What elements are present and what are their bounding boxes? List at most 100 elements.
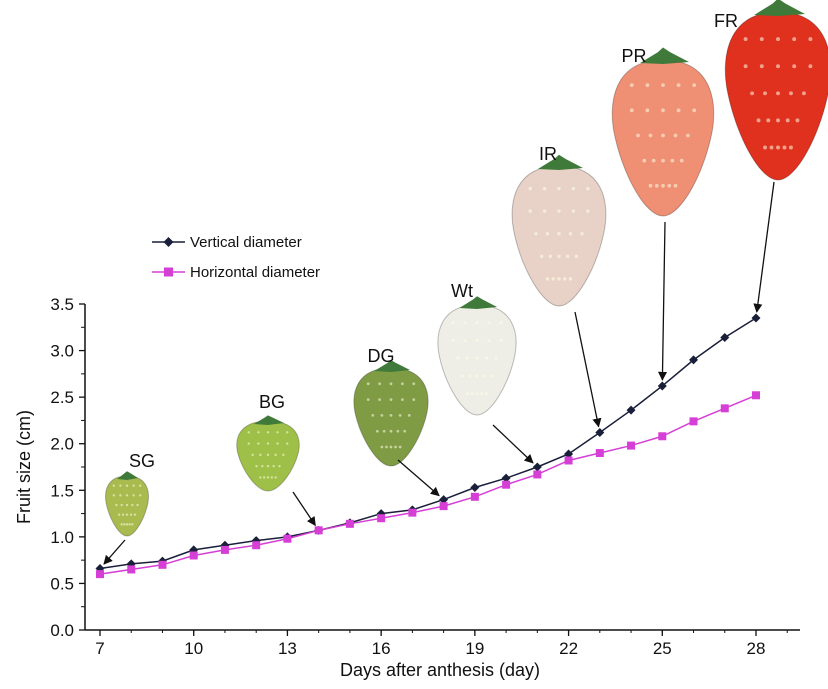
stage-arrow: [657, 221, 668, 381]
x-tick-label: 28: [747, 639, 766, 658]
data-point-horizontal: [127, 565, 136, 574]
seed-dot: [568, 277, 573, 281]
seed-dot: [112, 494, 116, 497]
series-lines: [99, 317, 757, 575]
seed-dot: [661, 108, 665, 113]
y-tick-label: 2.5: [50, 388, 74, 407]
seed-dot: [475, 374, 479, 378]
seed-dot: [528, 209, 532, 213]
seed-dot: [692, 108, 697, 113]
seed-dot: [382, 429, 386, 433]
seed-dot: [115, 503, 118, 507]
seed-dot: [125, 503, 129, 507]
seed-dot: [574, 254, 579, 259]
x-tick-label: 10: [184, 639, 203, 658]
strawberry-seeds: [112, 484, 142, 526]
stage-arrow: [397, 459, 440, 497]
seed-dot: [475, 392, 479, 396]
stage-arrow: [292, 491, 316, 527]
x-tick-label: 25: [653, 639, 672, 658]
data-point-vertical: [720, 333, 730, 343]
data-point-vertical: [532, 462, 542, 472]
seed-dot: [286, 442, 289, 445]
seed-dot: [645, 83, 650, 88]
seed-dot: [125, 513, 129, 516]
seed-dot: [480, 392, 484, 396]
stage-label: PR: [621, 46, 646, 66]
seed-dot: [259, 476, 262, 479]
data-point-vertical: [626, 405, 636, 415]
x-tick-label: 13: [278, 639, 297, 658]
seed-dot: [756, 118, 761, 123]
seed-dot: [568, 231, 573, 236]
y-tick-label: 3.0: [50, 342, 74, 361]
data-point-horizontal: [283, 534, 292, 543]
seed-dot: [545, 231, 550, 236]
seed-dot: [398, 414, 402, 417]
x-tick-label: 7: [95, 639, 104, 658]
stage-wt: Wt: [437, 281, 534, 464]
data-point-horizontal: [314, 526, 323, 535]
data-point-horizontal: [689, 417, 698, 426]
data-point-horizontal: [470, 492, 479, 501]
strawberry-seeds: [528, 186, 590, 281]
seed-dot: [565, 254, 570, 259]
seed-dot: [788, 91, 793, 96]
seed-dot: [776, 37, 780, 42]
seed-dot: [119, 484, 122, 487]
seed-dot: [651, 158, 656, 163]
seed-dot: [586, 186, 590, 191]
seed-dot: [792, 37, 797, 42]
seed-dot: [808, 37, 813, 42]
seed-dot: [131, 523, 134, 526]
seed-dot: [494, 356, 498, 360]
seed-dot: [389, 429, 393, 433]
seed-dot: [465, 392, 469, 396]
data-point-horizontal: [627, 441, 636, 450]
seed-dot: [451, 321, 455, 325]
seed-dot: [125, 494, 129, 497]
seed-dot: [125, 484, 129, 487]
seed-dot: [389, 414, 393, 417]
stage-fr: FR: [714, 0, 828, 313]
seed-dot: [679, 158, 684, 163]
seed-dot: [398, 445, 402, 449]
seed-dot: [743, 37, 748, 42]
seed-dot: [763, 91, 768, 96]
seed-dot: [375, 429, 379, 433]
data-point-horizontal: [345, 519, 354, 528]
seed-dot: [769, 145, 774, 150]
seed-dot: [286, 431, 289, 434]
seed-dot: [270, 476, 274, 479]
seed-dot: [487, 339, 491, 342]
data-point-vertical: [501, 473, 511, 483]
seed-dot: [468, 374, 472, 378]
legend-marker-vertical: [163, 237, 174, 247]
seed-dot: [661, 158, 665, 163]
seed-dot: [528, 186, 532, 191]
seed-dot: [782, 145, 787, 150]
seed-dot: [661, 183, 665, 188]
seed-dot: [461, 374, 465, 378]
data-point-horizontal: [533, 470, 542, 479]
stage-ir: IR: [511, 144, 607, 428]
strawberry-seeds: [743, 37, 813, 150]
seed-dot: [251, 453, 254, 457]
seed-dot: [378, 382, 381, 386]
data-point-horizontal: [658, 432, 667, 441]
seed-dot: [412, 398, 416, 401]
seed-dot: [366, 382, 370, 386]
seed-dot: [676, 83, 681, 88]
seed-dot: [266, 464, 270, 468]
seed-dot: [545, 277, 550, 281]
seed-dot: [389, 382, 393, 386]
seed-dot: [648, 133, 653, 138]
legend-label-vertical: Vertical diameter: [190, 234, 302, 251]
stage-sg: SG: [103, 451, 155, 565]
seed-dot: [557, 186, 561, 191]
seed-dot: [380, 414, 384, 417]
data-point-horizontal: [189, 551, 198, 560]
data-point-horizontal: [377, 514, 386, 523]
stage-arrow: [574, 311, 602, 428]
